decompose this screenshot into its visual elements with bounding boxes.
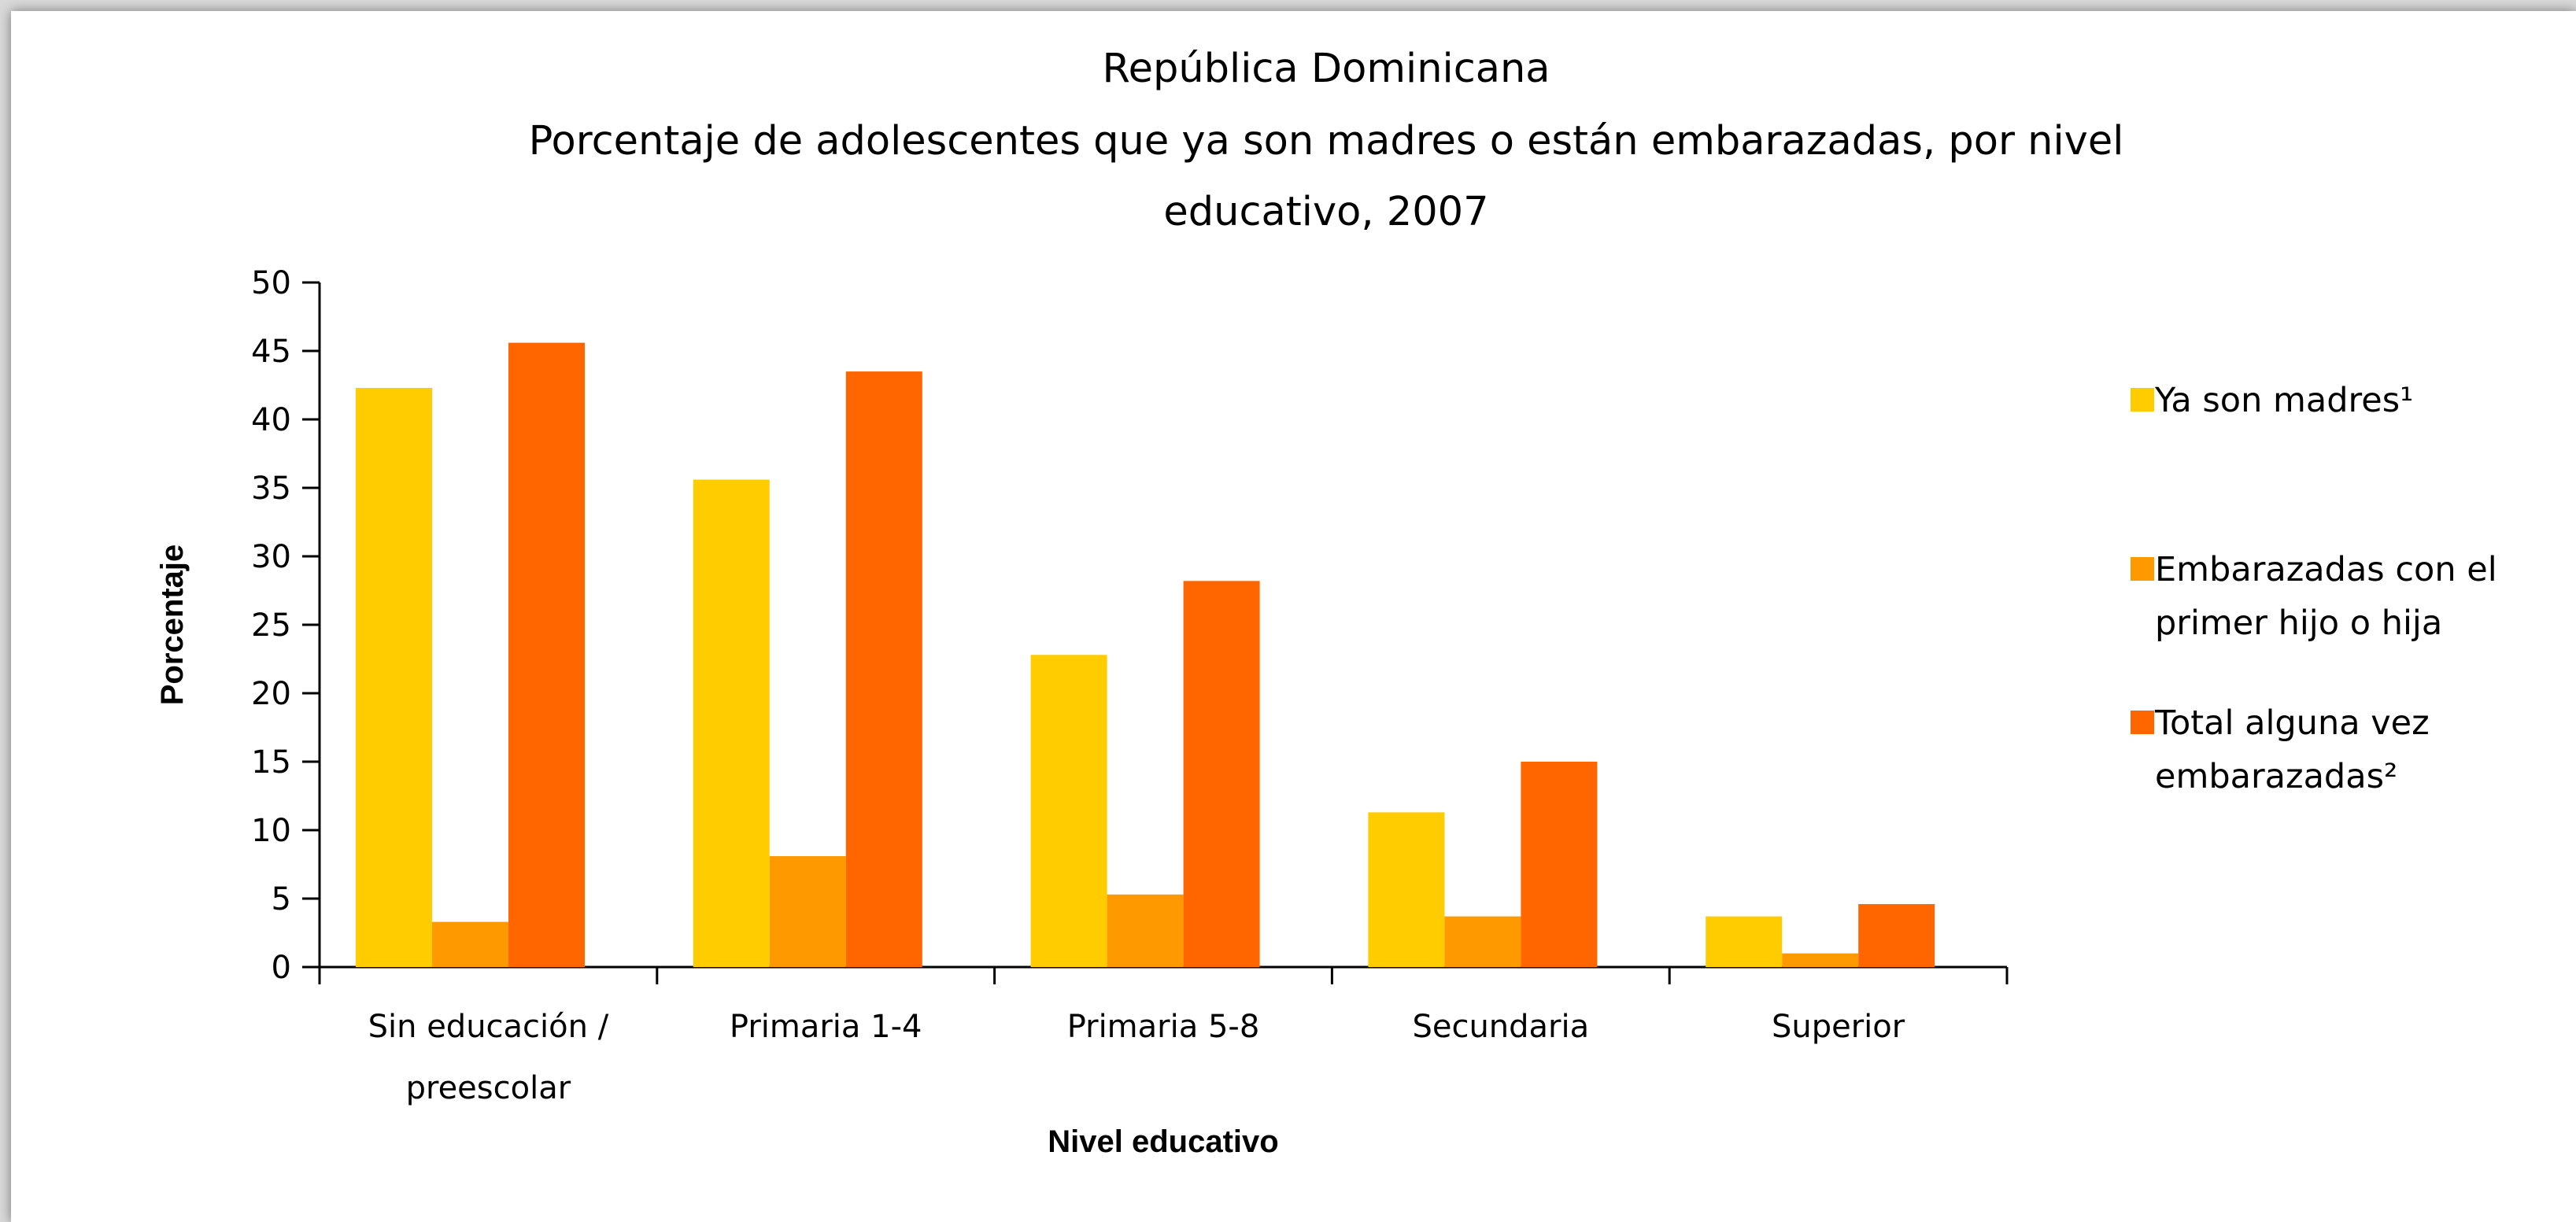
legend-swatch xyxy=(2131,388,2154,412)
y-tick-label: 20 xyxy=(251,676,291,712)
y-tick-label: 10 xyxy=(251,813,291,849)
bar xyxy=(1858,903,1935,967)
x-category-label: preescolar xyxy=(406,1070,571,1106)
legend-label: Ya son madres¹ xyxy=(2154,381,2413,420)
bar xyxy=(508,342,585,967)
bar xyxy=(1706,916,1783,967)
y-tick-label: 35 xyxy=(251,471,291,507)
chart: República Dominicana Porcentaje de adoles… xyxy=(155,46,2497,1159)
y-tick-label: 50 xyxy=(251,265,291,301)
y-axis-title: Porcentaje xyxy=(155,545,190,706)
bar xyxy=(1183,581,1260,967)
bar xyxy=(845,371,922,968)
bar xyxy=(1368,812,1445,967)
chart-title: República Dominicana Porcentaje de adoles… xyxy=(529,46,2124,235)
legend-label: Total alguna vez xyxy=(2154,703,2430,743)
x-category-label: Superior xyxy=(1772,1009,1905,1045)
x-category-label: Secundaria xyxy=(1412,1009,1589,1045)
bar xyxy=(1107,894,1184,967)
y-tick-label: 15 xyxy=(251,744,291,781)
bars xyxy=(356,342,1935,968)
legend-label: embarazadas² xyxy=(2155,757,2397,796)
legend-label: primer hijo o hija xyxy=(2155,604,2442,643)
x-category-label: Primaria 1-4 xyxy=(730,1009,922,1045)
legend: Ya son madres¹ Embarazadas con el primer h… xyxy=(2131,381,2497,796)
chart-title-text: República Dominicana xyxy=(1102,46,1550,92)
chart-frame: República Dominicana Porcentaje de adoles… xyxy=(11,11,2576,1222)
bar xyxy=(1030,655,1107,967)
chart-subtitle-line: Porcentaje de adolescentes que ya son ma… xyxy=(529,118,2124,164)
bar xyxy=(1521,762,1598,967)
y-tick-label: 40 xyxy=(251,402,291,438)
chart-subtitle-line: educativo, 2007 xyxy=(1163,189,1488,235)
y-tick-label: 5 xyxy=(272,881,291,917)
y-tick-label: 25 xyxy=(251,607,291,644)
bar xyxy=(1782,953,1859,967)
legend-label: Embarazadas con el xyxy=(2155,550,2497,589)
legend-swatch xyxy=(2131,711,2154,734)
y-tick-label: 30 xyxy=(251,539,291,575)
bar xyxy=(1444,916,1521,967)
x-category-label: Primaria 5-8 xyxy=(1067,1009,1260,1045)
y-tick-label: 0 xyxy=(272,950,291,986)
y-tick-label: 45 xyxy=(251,334,291,370)
bar xyxy=(356,387,432,968)
bar xyxy=(769,856,846,967)
bar xyxy=(693,479,770,967)
x-category-label: Sin educación / xyxy=(368,1009,609,1045)
bar xyxy=(432,921,508,967)
x-axis-title: Nivel educativo xyxy=(1048,1124,1278,1159)
axes: 0 5 10 15 20 25 30 35 40 45 50 Porcentaje Nivel educ… xyxy=(155,265,2009,1159)
x-tick-labels: Sin educación / preescolar Primaria 1-4 Pri… xyxy=(368,1009,1905,1106)
legend-swatch xyxy=(2131,557,2154,581)
